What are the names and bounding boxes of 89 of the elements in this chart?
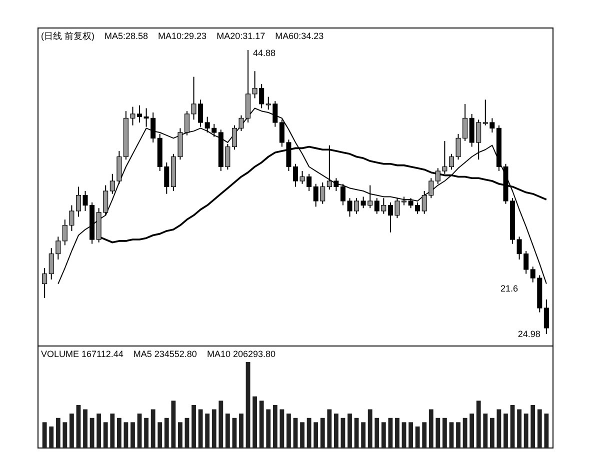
bar (483, 414, 488, 448)
bar (348, 414, 352, 448)
candlestick (292, 163, 298, 188)
bar (381, 422, 386, 448)
bar (415, 426, 420, 448)
bar (517, 409, 522, 448)
bar (137, 414, 142, 448)
bar (436, 418, 440, 448)
bar (232, 418, 237, 448)
chart-title: VOLUME 167112.44 (41, 349, 124, 359)
bar (252, 396, 258, 448)
bar (402, 422, 406, 448)
text: MA60:34.23 (275, 31, 324, 41)
bar (178, 422, 182, 448)
bar (327, 409, 332, 448)
bar (110, 414, 115, 448)
bar (320, 418, 325, 448)
bar (90, 418, 94, 448)
bar (96, 414, 102, 448)
bar (272, 405, 278, 448)
bar (395, 418, 400, 448)
bar (442, 418, 447, 448)
bar (510, 405, 515, 448)
bar (184, 418, 190, 448)
bar (56, 418, 60, 448)
bar (388, 418, 393, 448)
bar (504, 414, 508, 448)
bar (171, 400, 176, 448)
bar (306, 418, 312, 448)
bar (361, 422, 366, 448)
bar (422, 422, 427, 448)
bar (158, 422, 162, 448)
bar (462, 418, 468, 448)
bar (144, 418, 149, 448)
bar (374, 418, 380, 448)
bar (286, 414, 291, 448)
bar (314, 422, 318, 448)
bar (246, 362, 250, 448)
bar (150, 409, 156, 448)
bar (280, 409, 284, 448)
bar (259, 400, 264, 448)
bar (124, 422, 128, 448)
bar (42, 422, 47, 448)
bar (266, 409, 271, 448)
bar (239, 414, 244, 448)
bar (205, 414, 210, 448)
bar (530, 405, 536, 448)
annotation: 24.98 (518, 329, 540, 339)
bar (334, 414, 338, 448)
bar (449, 422, 454, 448)
bar (116, 418, 122, 448)
bar (293, 418, 298, 448)
annotation: 21.6 (500, 283, 518, 294)
bar (496, 409, 502, 448)
text: MA10:29.23 (158, 31, 207, 41)
bar (49, 426, 54, 448)
bar (368, 409, 372, 448)
bar (76, 405, 81, 448)
bar (524, 414, 528, 448)
bar (456, 422, 460, 448)
bar (354, 418, 359, 448)
bar (70, 414, 74, 448)
bar (212, 409, 216, 448)
text: MA5:28.58 (104, 31, 148, 41)
candlestick (544, 298, 549, 334)
bar (164, 418, 169, 448)
text: MA5 234552.80 (133, 349, 197, 359)
bar (192, 405, 196, 448)
bar (408, 422, 413, 448)
bar (225, 414, 230, 448)
bar (300, 422, 304, 448)
text: MA10 206293.80 (206, 349, 276, 359)
bar (544, 414, 549, 448)
bar (490, 418, 494, 448)
chart-title: (日线 前复权) (41, 31, 94, 41)
bar (83, 409, 88, 448)
bar (428, 409, 434, 448)
bar (218, 400, 224, 448)
bar (476, 400, 481, 448)
bar (103, 422, 108, 448)
bar (130, 422, 135, 448)
candlestick (42, 268, 48, 299)
annotation: 44.88 (253, 48, 276, 58)
bar (62, 422, 68, 448)
bar (340, 418, 346, 448)
bar (198, 409, 203, 448)
bar (470, 414, 474, 448)
bar (537, 409, 542, 448)
text: MA20:31.17 (216, 31, 266, 41)
